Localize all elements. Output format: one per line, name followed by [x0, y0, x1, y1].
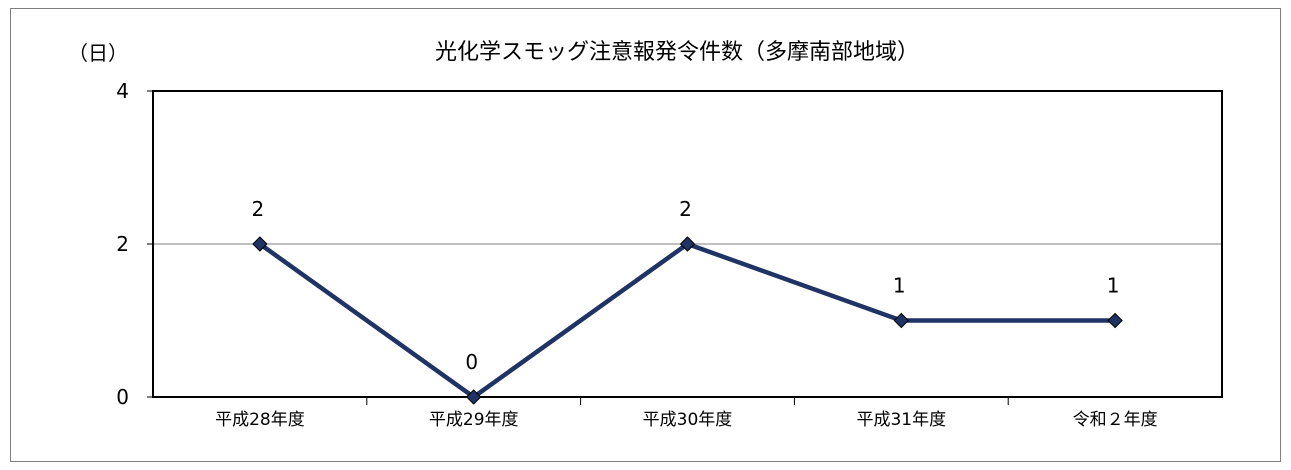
data-label: 0 [465, 350, 478, 374]
y-tick-label: 4 [116, 79, 129, 103]
x-tick-label: 令和２年度 [1073, 410, 1158, 430]
data-label: 1 [1107, 274, 1120, 298]
y-tick-label: 2 [116, 232, 129, 256]
data-point-marker [679, 236, 696, 252]
x-axis: 平成28年度 平成29年度 平成30年度 平成31年度 令和２年度 [215, 397, 1158, 430]
data-point-marker [465, 389, 482, 405]
data-label: 1 [893, 274, 906, 298]
data-labels: 2 0 2 1 1 [252, 197, 1120, 374]
x-tick-label: 平成30年度 [643, 410, 733, 430]
y-axis-unit-label: （日） [68, 41, 128, 65]
chart-title: 光化学スモッグ注意報発令件数（多摩南部地域） [435, 40, 919, 65]
data-point-marker [1107, 312, 1123, 329]
data-label: 2 [252, 197, 265, 221]
x-tick-label: 平成31年度 [856, 410, 946, 430]
x-tick-label: 平成28年度 [215, 410, 305, 430]
chart-frame [10, 8, 1281, 462]
series-group [252, 236, 1123, 405]
y-tick-label: 0 [116, 385, 129, 409]
data-point-marker [893, 312, 910, 329]
data-label: 2 [679, 197, 692, 221]
y-axis: 0 2 4 [116, 79, 153, 409]
x-tick-label: 平成29年度 [429, 410, 519, 430]
series-line [258, 241, 1116, 400]
data-point-marker [252, 236, 268, 252]
